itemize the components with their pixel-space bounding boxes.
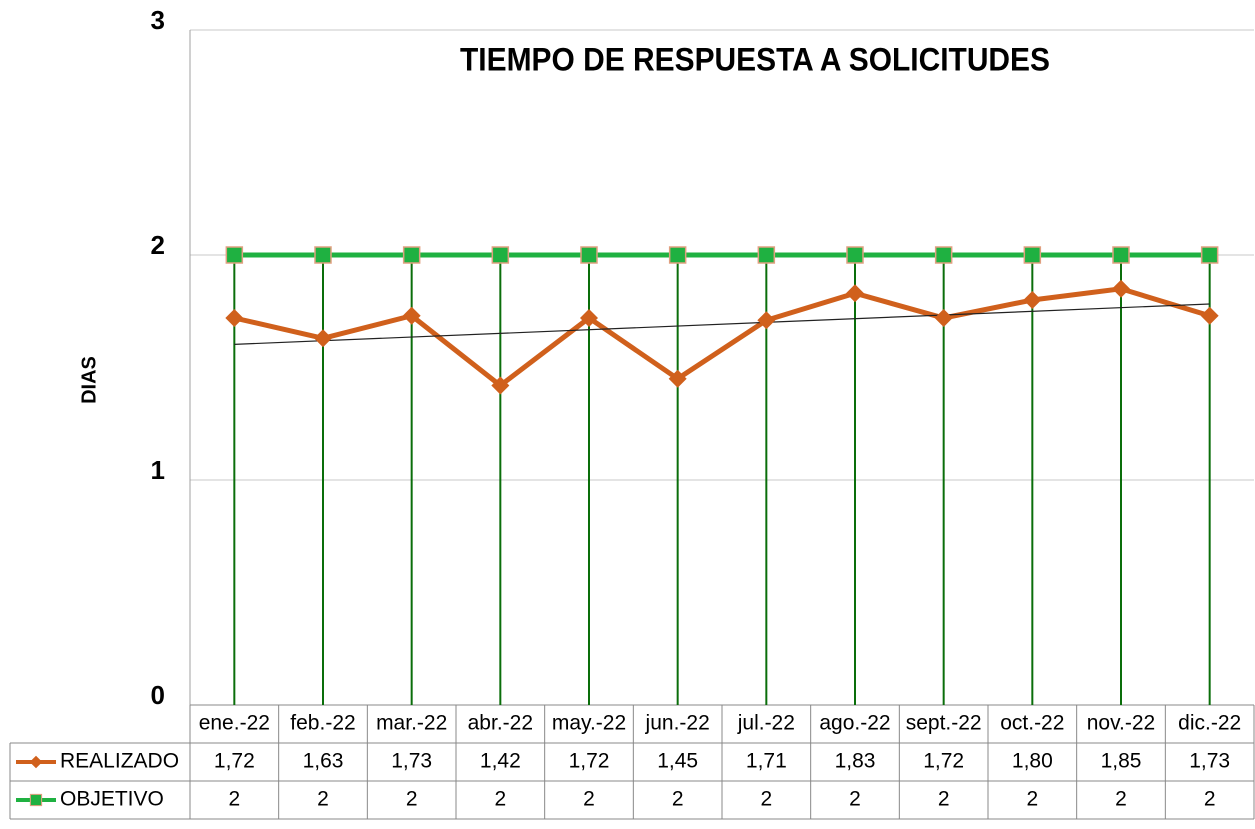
table-value: 1,73 (391, 750, 432, 773)
series-line (233, 286, 1211, 389)
table-value: 2 (1115, 788, 1127, 811)
table-value: 2 (228, 788, 240, 811)
table-value: 2 (938, 788, 950, 811)
x-tick-label: may.-22 (552, 712, 626, 735)
legend-key-marker (29, 755, 43, 769)
data-point (1023, 246, 1042, 264)
x-tick-label: mar.-22 (376, 712, 447, 735)
data-point (314, 246, 332, 264)
table-value: 2 (849, 788, 861, 811)
x-tick-label: abr.-22 (468, 712, 533, 735)
data-point (934, 246, 953, 264)
table-value: 1,71 (746, 750, 787, 773)
table-value: 2 (494, 788, 506, 811)
data-point (314, 329, 332, 348)
data-point (846, 246, 864, 264)
x-tick-label: ene.-22 (199, 712, 270, 735)
table-value: 1,72 (569, 750, 610, 773)
x-tick-label: dic.-22 (1178, 712, 1241, 735)
data-point (580, 246, 598, 264)
x-tick-label: jun.-22 (645, 712, 710, 735)
x-tick-label: sept.-22 (906, 712, 982, 735)
table-value: 2 (1204, 788, 1216, 811)
chart-title: TIEMPO DE RESPUESTA A SOLICITUDES (460, 41, 1050, 77)
x-tick-label: feb.-22 (290, 712, 355, 735)
table-value: 1,80 (1012, 750, 1053, 773)
legend-label: REALIZADO (60, 750, 179, 773)
data-point (225, 309, 244, 327)
data-point (402, 246, 421, 264)
table-value: 1,45 (657, 750, 698, 773)
x-tick-label: oct.-22 (1000, 712, 1064, 735)
data-point (402, 306, 421, 325)
x-tick-label: nov.-22 (1087, 712, 1156, 735)
data-point (1112, 246, 1130, 264)
data-point (846, 284, 864, 303)
table-value: 1,83 (835, 750, 876, 773)
data-point (934, 309, 953, 327)
table-value: 2 (760, 788, 772, 811)
data-point (757, 311, 776, 330)
y-tick-label: 3 (151, 5, 165, 35)
data-point (1200, 246, 1219, 264)
table-value: 1,63 (303, 750, 344, 773)
data-point (668, 246, 687, 264)
data-point (1112, 279, 1130, 298)
legend-key-marker (29, 793, 43, 807)
trendline (234, 303, 1210, 345)
table-value: 1,85 (1101, 750, 1142, 773)
table-value: 2 (1026, 788, 1038, 811)
legend-label: OBJETIVO (60, 788, 164, 811)
table-value: 2 (406, 788, 418, 811)
data-point (1023, 291, 1042, 309)
x-tick-label: jul.-22 (737, 712, 795, 735)
data-point (491, 246, 510, 264)
y-tick-label: 1 (151, 455, 165, 485)
y-tick-label: 2 (151, 230, 165, 260)
data-point (225, 246, 244, 264)
data-point (580, 309, 598, 327)
data-point (757, 246, 776, 264)
data-point (1200, 306, 1219, 325)
table-value: 1,72 (923, 750, 964, 773)
table-value: 2 (672, 788, 684, 811)
table-value: 1,73 (1189, 750, 1230, 773)
y-tick-label: 0 (151, 680, 165, 710)
x-tick-label: ago.-22 (819, 712, 890, 735)
table-value: 2 (583, 788, 595, 811)
table-value: 1,72 (214, 750, 255, 773)
y-axis-label: DIAS (78, 356, 100, 404)
data-point (668, 369, 687, 388)
table-value: 1,42 (480, 750, 521, 773)
table-value: 2 (317, 788, 329, 811)
data-point (491, 376, 510, 395)
